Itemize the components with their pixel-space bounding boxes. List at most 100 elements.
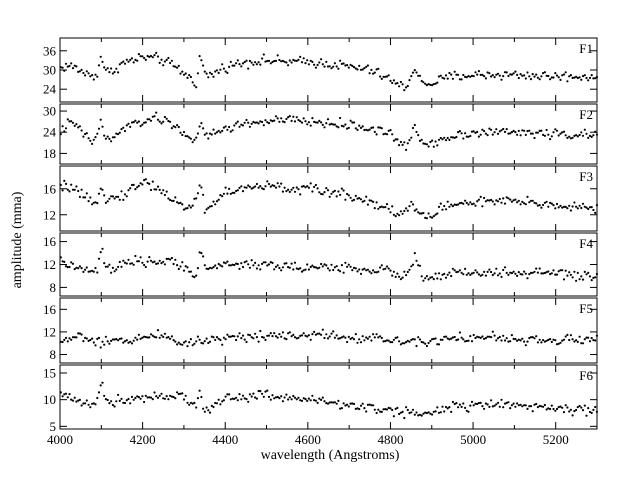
data-point <box>524 272 527 275</box>
panel-frame <box>59 232 598 297</box>
data-point <box>144 58 147 62</box>
data-point <box>543 71 547 74</box>
data-point <box>443 204 446 208</box>
data-point <box>318 266 321 269</box>
data-point <box>261 57 264 60</box>
data-point <box>519 339 522 342</box>
data-point <box>549 407 552 411</box>
data-point <box>545 339 548 342</box>
data-point <box>448 205 451 208</box>
data-point <box>181 203 184 206</box>
data-point <box>188 136 191 139</box>
data-point <box>224 125 227 128</box>
data-point <box>205 132 208 135</box>
data-point <box>354 194 357 197</box>
data-point <box>295 186 298 189</box>
data-point <box>158 336 161 339</box>
data-point <box>309 338 312 341</box>
data-point <box>347 194 350 197</box>
data-point <box>540 341 543 344</box>
data-point <box>557 206 560 209</box>
data-point <box>323 336 326 340</box>
data-point <box>94 344 97 347</box>
data-point <box>108 263 111 266</box>
data-point <box>155 395 158 398</box>
data-point <box>210 205 213 208</box>
x-tick-label: 4800 <box>377 432 403 447</box>
data-point <box>408 79 411 82</box>
data-point <box>158 120 161 123</box>
y-tick-label: 12 <box>43 257 56 272</box>
data-point <box>437 75 441 78</box>
data-point <box>536 131 540 134</box>
data-point <box>207 206 210 209</box>
data-point <box>443 410 446 413</box>
data-point <box>153 54 156 57</box>
data-point <box>198 125 201 128</box>
data-point <box>391 81 394 85</box>
data-point <box>99 118 102 121</box>
data-point <box>259 63 262 66</box>
data-point <box>269 119 272 122</box>
data-point <box>262 336 265 339</box>
data-point <box>356 341 359 344</box>
data-point <box>594 276 597 279</box>
data-point <box>399 278 402 281</box>
data-point <box>384 340 387 343</box>
data-point <box>196 267 199 270</box>
data-point <box>122 341 125 344</box>
data-point <box>210 267 213 270</box>
data-point <box>219 194 222 197</box>
data-point <box>280 182 283 185</box>
data-point <box>526 340 529 343</box>
data-point <box>496 274 500 277</box>
data-point <box>342 125 345 128</box>
data-point <box>273 119 276 122</box>
data-point <box>575 205 578 208</box>
data-point <box>568 135 571 138</box>
data-point <box>224 395 227 398</box>
data-point <box>441 338 444 341</box>
data-point <box>552 269 555 272</box>
data-point <box>92 78 95 81</box>
data-point <box>281 331 284 334</box>
data-point <box>370 404 373 407</box>
data-point <box>217 398 220 401</box>
data-point <box>160 392 163 395</box>
data-point <box>73 124 76 127</box>
data-point <box>97 127 101 130</box>
data-point <box>562 205 566 208</box>
data-point <box>63 260 66 263</box>
data-point <box>366 268 369 271</box>
data-point <box>318 61 321 64</box>
data-point <box>453 203 456 206</box>
data-point <box>172 262 175 266</box>
data-point <box>224 262 227 265</box>
data-point <box>120 397 123 400</box>
data-point <box>186 207 189 210</box>
data-point <box>59 340 62 343</box>
data-point <box>259 120 262 123</box>
data-point <box>222 126 225 129</box>
data-point <box>533 270 536 273</box>
data-point <box>297 396 300 399</box>
data-point <box>580 406 583 409</box>
data-point <box>493 76 496 79</box>
data-point <box>66 396 69 399</box>
data-point <box>344 64 347 67</box>
data-point <box>569 137 573 140</box>
data-point <box>212 405 215 409</box>
data-point <box>481 405 484 408</box>
data-point <box>417 414 420 417</box>
data-point <box>188 403 191 406</box>
series-points <box>59 381 599 420</box>
data-point <box>521 405 524 408</box>
data-point <box>493 203 496 206</box>
data-point <box>411 338 415 341</box>
data-point <box>184 340 187 343</box>
data-point <box>75 336 78 339</box>
data-point <box>222 261 225 264</box>
data-point <box>127 397 130 401</box>
data-point <box>123 401 127 405</box>
data-point <box>498 405 501 408</box>
